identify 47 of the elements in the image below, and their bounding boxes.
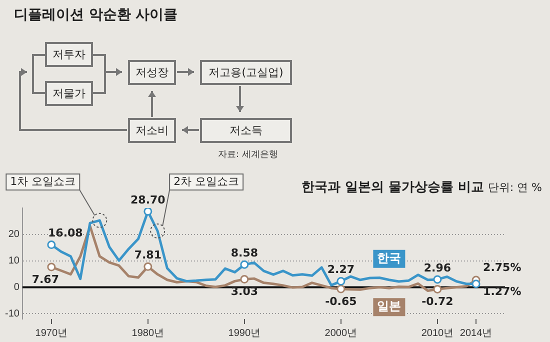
text: 저성장 (128, 60, 176, 85)
text: 저투자 (45, 42, 93, 67)
x-tick-label: 1980년 (132, 328, 164, 339)
point (433, 284, 442, 294)
data-label: 2.75% (483, 260, 522, 274)
annotation: 1차 오일쇼크 (10, 174, 76, 188)
data-label: 3.03 (230, 285, 258, 298)
chart-title: 한국과 일본의 물가상승률 비교 (301, 180, 484, 195)
text: 저고용(고실업) (200, 60, 292, 85)
data-label: 7.67 (32, 272, 59, 286)
x-tick-label: 1990년 (228, 328, 261, 339)
point (47, 240, 56, 250)
data-label: 7.81 (134, 248, 162, 262)
text: 저물가 (45, 81, 93, 106)
x-tick-label: 2000년 (324, 328, 358, 339)
chart-subtitle: 단위: 연 % (488, 181, 542, 194)
point (433, 275, 442, 284)
point (47, 262, 56, 272)
data-label: -0.72 (422, 295, 454, 308)
point (144, 262, 152, 271)
data-label: 28.70 (130, 193, 166, 206)
point (144, 208, 152, 216)
data-label: 16.08 (48, 226, 83, 240)
y-tick-label: 0 (14, 282, 20, 294)
text: 저소비 (128, 118, 176, 143)
y-tick-label: 20 (8, 229, 20, 240)
point (240, 275, 249, 284)
annotation: 2차 오일쇼크 (174, 174, 240, 188)
text: 자료: 세계은행 (218, 149, 278, 161)
x-tick-label: 1970년 (35, 328, 68, 339)
data-label: 8.58 (230, 246, 258, 260)
text: 저소득 (200, 118, 292, 143)
y-tick-label: -10 (5, 308, 20, 320)
text: 디플레이션 악순환 사이클 (14, 6, 178, 24)
data-label: 2.96 (424, 261, 452, 274)
data-label: 2.27 (327, 263, 355, 276)
point (336, 277, 346, 286)
point (240, 260, 249, 269)
y-tick-label: 10 (8, 256, 20, 267)
data-label: 1.27% (483, 284, 522, 298)
x-tick-label: 2014년 (460, 328, 492, 339)
series-label: 한국 (377, 251, 402, 266)
series-label: 일본 (377, 299, 402, 314)
x-tick-label: 2010년 (421, 328, 454, 339)
data-label: -0.65 (325, 294, 357, 308)
point (336, 284, 346, 294)
point (472, 280, 480, 288)
